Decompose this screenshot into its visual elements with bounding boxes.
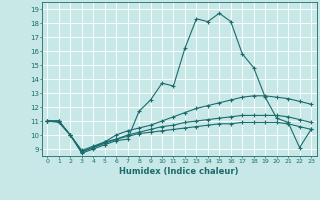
X-axis label: Humidex (Indice chaleur): Humidex (Indice chaleur): [119, 167, 239, 176]
